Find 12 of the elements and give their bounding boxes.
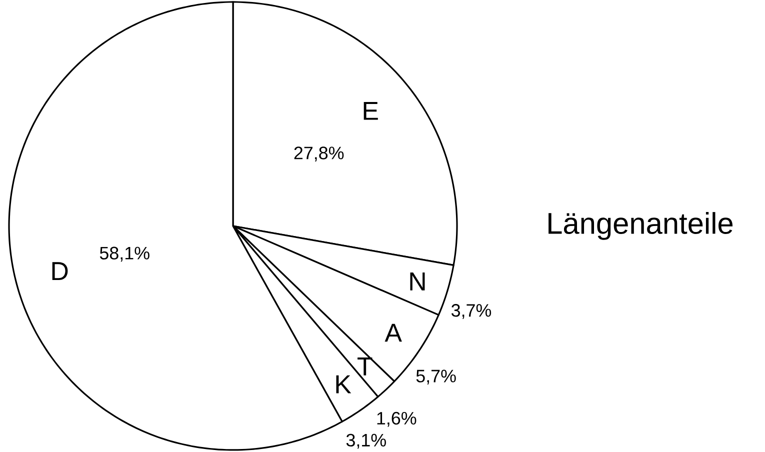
data-label: 1,6% xyxy=(377,412,416,427)
data-label: 27,8% xyxy=(294,146,344,162)
data-label: 3,1% xyxy=(346,434,386,449)
slice-label: N xyxy=(410,272,425,290)
slice-label: A xyxy=(384,324,402,342)
data-label: 58,1% xyxy=(100,246,150,262)
slice-label: K xyxy=(336,375,352,394)
slice-label: D xyxy=(52,262,68,280)
data-label: 5,7% xyxy=(416,370,456,384)
text: Längenanteile xyxy=(548,212,733,240)
slice-label: E xyxy=(364,102,378,120)
data-label: 3,7% xyxy=(452,304,492,319)
